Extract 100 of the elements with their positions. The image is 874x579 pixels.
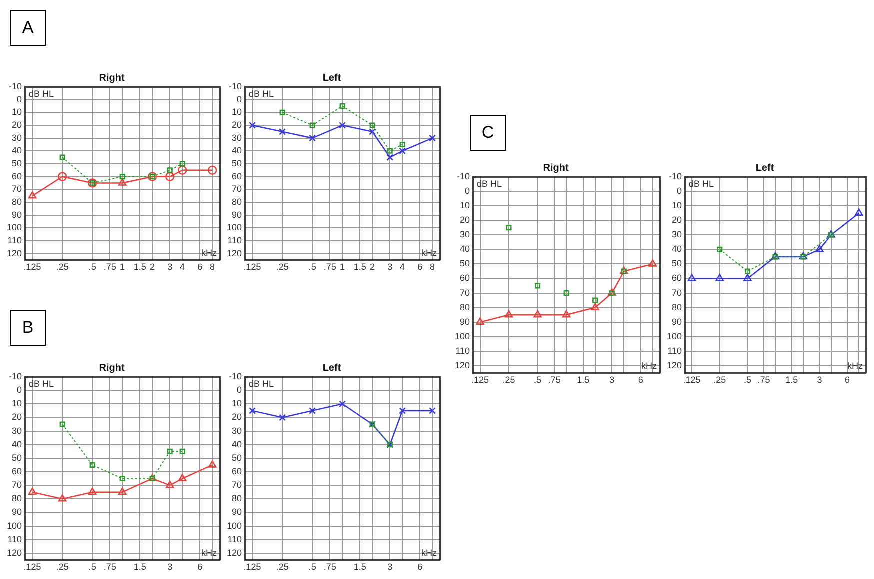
x-tick-label: .5 (744, 375, 752, 386)
x-tick-label: 2 (370, 262, 376, 272)
y-tick-label: 110 (668, 346, 682, 356)
y-axis-title: dB HL (249, 88, 274, 99)
y-tick-label: 40 (460, 244, 470, 254)
x-tick-label: 8 (210, 262, 216, 272)
y-tick-label: 50 (460, 258, 470, 269)
y-tick-label: 60 (232, 171, 242, 182)
y-tick-label: 10 (672, 200, 682, 211)
y-tick-label: 100 (6, 520, 22, 531)
x-tick-label: 3 (168, 262, 173, 272)
y-tick-label: 120 (454, 360, 470, 370)
chart-title: Right (543, 162, 570, 174)
y-tick-label: 60 (460, 273, 470, 284)
x-tick-label: .5 (308, 262, 316, 272)
x-tick-label: 3 (388, 562, 393, 572)
x-axis-title: kHz (202, 548, 218, 558)
y-tick-label: 80 (12, 196, 22, 207)
x-tick-label: 1 (340, 262, 346, 272)
x-tick-label: .25 (714, 375, 726, 386)
y-tick-label: 50 (232, 158, 242, 168)
x-tick-label: 6 (845, 375, 850, 386)
x-tick-label: 1.5 (354, 562, 366, 572)
x-tick-label: .25 (276, 262, 289, 272)
x-tick-label: 4 (400, 262, 406, 272)
x-tick-label: .75 (324, 562, 336, 572)
y-tick-label: -10 (457, 171, 470, 182)
y-tick-label: 20 (672, 215, 682, 226)
y-tick-label: 110 (228, 235, 242, 246)
y-tick-label: 60 (12, 171, 22, 182)
y-tick-label: 30 (672, 230, 682, 240)
y-tick-label: 20 (460, 215, 470, 226)
x-tick-label: 3 (168, 562, 173, 572)
x-axis-title: kHz (422, 548, 438, 558)
x-tick-label: .5 (88, 562, 96, 572)
y-tick-label: -10 (669, 171, 682, 182)
x-tick-label: .25 (276, 562, 289, 572)
y-tick-label: 10 (12, 107, 22, 118)
y-tick-label: 0 (677, 186, 682, 196)
y-tick-label: 80 (12, 494, 22, 504)
x-tick-label: 3 (388, 262, 393, 272)
y-tick-label: 100 (226, 520, 242, 531)
x-tick-label: .125 (244, 562, 262, 572)
y-tick-label: -10 (229, 371, 242, 382)
chart-title: Right (99, 72, 126, 84)
y-tick-label: 80 (460, 302, 470, 312)
y-tick-label: 20 (12, 412, 22, 422)
y-tick-label: 70 (460, 288, 470, 298)
y-tick-label: 120 (6, 548, 22, 558)
y-tick-label: 100 (226, 222, 242, 233)
y-tick-label: 110 (456, 346, 470, 356)
x-tick-label: .25 (502, 375, 516, 386)
chart-title: Left (322, 362, 342, 374)
y-tick-label: 100 (6, 222, 22, 233)
x-tick-label: .125 (683, 375, 701, 386)
y-tick-label: 70 (232, 184, 242, 194)
y-tick-label: 50 (12, 452, 22, 463)
y-tick-label: 20 (232, 412, 242, 422)
y-tick-label: 40 (232, 146, 242, 156)
x-tick-label: .5 (534, 375, 542, 386)
y-tick-label: 40 (672, 244, 682, 254)
y-tick-label: 10 (232, 398, 242, 409)
y-tick-label: 20 (12, 120, 22, 130)
y-axis-title: dB HL (689, 178, 714, 189)
x-tick-label: 3 (817, 375, 822, 386)
y-tick-label: 80 (672, 302, 682, 312)
x-tick-label: 1.5 (134, 262, 146, 272)
x-tick-label: .75 (324, 262, 336, 272)
x-tick-label: 8 (430, 262, 436, 272)
y-tick-label: 60 (12, 466, 22, 476)
y-tick-label: 40 (12, 439, 22, 450)
x-tick-label: 1.5 (786, 375, 798, 386)
x-tick-label: .25 (56, 562, 69, 572)
x-tick-label: 1.5 (354, 262, 366, 272)
y-tick-label: 30 (232, 426, 242, 436)
y-tick-label: 90 (672, 316, 682, 327)
x-tick-label: 6 (418, 262, 423, 272)
y-tick-label: 80 (232, 494, 242, 504)
y-tick-label: 50 (232, 452, 242, 463)
x-tick-label: .75 (758, 375, 770, 386)
y-tick-label: 10 (460, 200, 470, 211)
x-tick-label: .5 (308, 562, 316, 572)
y-tick-label: 70 (12, 184, 22, 194)
text: C (470, 115, 506, 151)
y-tick-label: 0 (237, 94, 242, 104)
x-tick-label: .125 (24, 562, 42, 572)
x-tick-label: 6 (198, 262, 203, 272)
x-tick-label: .75 (104, 562, 116, 572)
y-tick-label: 30 (460, 230, 470, 240)
x-tick-label: 1.5 (134, 562, 146, 572)
y-tick-label: 40 (232, 439, 242, 450)
x-tick-label: .125 (24, 262, 42, 272)
x-tick-label: 6 (198, 562, 203, 572)
x-tick-label: 6 (418, 562, 423, 572)
x-tick-label: .125 (244, 262, 262, 272)
y-tick-label: 40 (12, 146, 22, 156)
y-axis-title: dB HL (477, 178, 502, 189)
y-tick-label: 90 (460, 316, 470, 327)
y-tick-label: 0 (17, 94, 22, 104)
chart-title: Left (756, 162, 775, 174)
